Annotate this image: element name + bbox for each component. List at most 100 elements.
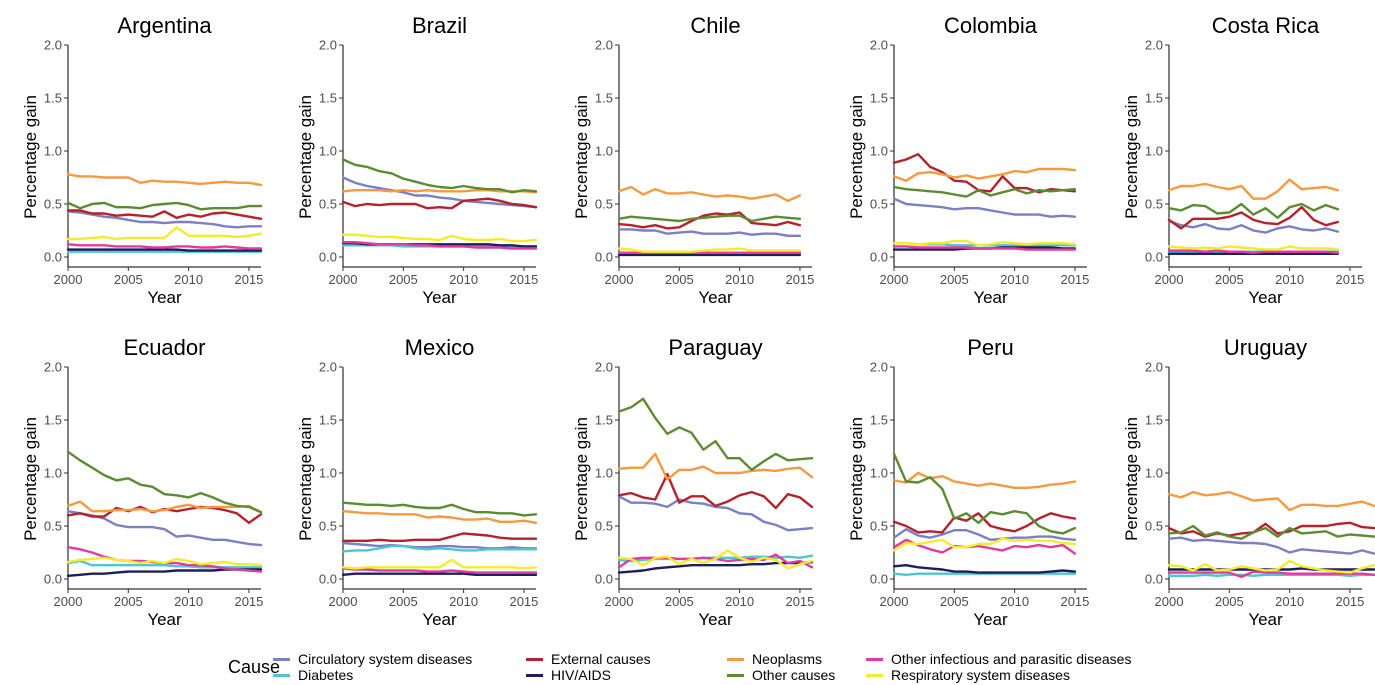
x-tick-label: 2000: [329, 594, 358, 609]
series-line-external-causes: [66, 209, 263, 221]
series-line-hiv-aids: [341, 572, 538, 576]
legend-swatch: [727, 657, 744, 661]
legend-label: Respiratory system diseases: [891, 667, 1070, 683]
x-axis-label: Year: [698, 610, 733, 629]
x-tick-label: 2000: [54, 594, 83, 609]
y-tick-label: 1.0: [319, 144, 337, 159]
y-tick-label: 0.5: [870, 197, 888, 212]
panel-title: Ecuador: [124, 335, 206, 360]
y-tick-label: 0.0: [44, 572, 62, 587]
y-tick-label: 1.0: [595, 466, 613, 481]
y-tick-label: 1.5: [1145, 91, 1163, 106]
x-tick-label: 2010: [1000, 594, 1029, 609]
panel-title: Peru: [967, 335, 1013, 360]
series-line-neoplasms: [892, 471, 1077, 489]
y-tick-label: 1.5: [319, 413, 337, 428]
legend-item-circulatory-system-diseases: Circulatory system diseases: [273, 651, 472, 667]
series-line-circulatory-system-diseases: [617, 228, 802, 238]
series-line-other-causes: [617, 397, 814, 471]
x-tick-label: 2005: [940, 272, 969, 287]
y-tick-label: 1.5: [870, 413, 888, 428]
panel-brazil: Brazil 0.0 0.5 1.0 1.5 2.0 2000 2005 2010 2015 Yea…: [296, 13, 538, 307]
x-tick-label: 2000: [605, 272, 634, 287]
y-tick-label: 1.5: [870, 91, 888, 106]
series-line-neoplasms: [66, 500, 263, 514]
series-line-external-causes: [1167, 521, 1375, 538]
series-line-external-causes: [341, 532, 538, 542]
series-line-other-infectious-and-parasitic-diseases: [66, 243, 263, 250]
y-tick-label: 0.5: [595, 197, 613, 212]
series-line-neoplasms: [617, 185, 802, 203]
series-line-respiratory-system-diseases: [617, 549, 814, 570]
y-axis-label: Percentage gain: [572, 95, 591, 219]
series-line-neoplasms: [1167, 490, 1375, 512]
series-line-other-infectious-and-parasitic-diseases: [1167, 570, 1375, 579]
series-line-other-causes: [617, 214, 802, 223]
x-tick-label: 2000: [329, 272, 358, 287]
legend-label: Circulatory system diseases: [298, 651, 473, 667]
y-tick-label: 0.5: [595, 519, 613, 534]
series-line-respiratory-system-diseases: [341, 558, 538, 570]
y-tick-label: 0.5: [44, 519, 62, 534]
series-line-circulatory-system-diseases: [892, 197, 1077, 218]
legend-swatch: [866, 657, 883, 661]
series-line-external-causes: [617, 211, 802, 230]
series-line-other-causes: [341, 158, 538, 194]
x-axis-label: Year: [422, 288, 457, 307]
x-tick-label: 2000: [54, 272, 83, 287]
x-tick-label: 2005: [1215, 272, 1244, 287]
x-tick-label: 2005: [389, 272, 418, 287]
y-tick-label: 0.5: [1145, 519, 1163, 534]
y-tick-label: 2.0: [319, 38, 337, 53]
series-line-neoplasms: [341, 510, 538, 524]
legend-item-external-causes: External causes: [526, 651, 651, 667]
x-axis-label: Year: [422, 610, 457, 629]
series-line-other-infectious-and-parasitic-diseases: [892, 245, 1077, 251]
series-line-respiratory-system-diseases: [66, 556, 263, 567]
y-tick-label: 2.0: [44, 360, 62, 375]
x-tick-label: 2010: [725, 594, 754, 609]
y-tick-label: 0.0: [1145, 250, 1163, 265]
y-tick-label: 1.0: [1145, 466, 1163, 481]
x-tick-label: 2010: [174, 594, 203, 609]
x-tick-label: 2005: [1215, 594, 1244, 609]
x-tick-label: 2005: [114, 272, 143, 287]
series-line-respiratory-system-diseases: [1167, 245, 1340, 251]
x-tick-label: 2010: [174, 272, 203, 287]
panel-colombia: Colombia 0.0 0.5 1.0 1.5 2.0 2000 2005 2010 2015 Y…: [847, 13, 1089, 307]
y-tick-label: 2.0: [870, 360, 888, 375]
y-tick-label: 2.0: [44, 38, 62, 53]
x-tick-label: 2015: [234, 594, 263, 609]
y-tick-label: 2.0: [595, 38, 613, 53]
x-tick-label: 2010: [449, 594, 478, 609]
series-line-other-causes: [341, 501, 538, 517]
panel-title: Paraguay: [668, 335, 762, 360]
y-tick-label: 1.0: [870, 144, 888, 159]
y-tick-label: 1.5: [1145, 413, 1163, 428]
panel-costa-rica: Costa Rica 0.0 0.5 1.0 1.5 2.0 2000 2005 2010 201…: [1122, 13, 1364, 307]
panel-chile: Chile 0.0 0.5 1.0 1.5 2.0 2000 2005 2010 2015 Year…: [572, 13, 814, 307]
panel-title: Uruguay: [1224, 335, 1307, 360]
panel-peru: Peru 0.0 0.5 1.0 1.5 2.0 2000 2005 2010 2015 Year P…: [847, 335, 1089, 629]
y-tick-label: 1.0: [44, 144, 62, 159]
y-tick-label: 0.0: [595, 250, 613, 265]
y-tick-label: 1.5: [44, 413, 62, 428]
series-line-circulatory-system-diseases: [341, 541, 538, 550]
legend-item-other-infectious-and-parasitic-diseases: Other infectious and parasitic diseases: [866, 651, 1131, 667]
series-line-other-causes: [66, 450, 263, 514]
series-line-circulatory-system-diseases: [892, 528, 1077, 541]
y-axis-label: Percentage gain: [296, 417, 315, 541]
x-tick-label: 2005: [665, 594, 694, 609]
panel-title: Chile: [690, 13, 740, 38]
y-tick-label: 1.0: [870, 466, 888, 481]
series-line-other-infectious-and-parasitic-diseases: [892, 538, 1077, 555]
y-axis-label: Percentage gain: [572, 417, 591, 541]
panel-mexico: Mexico 0.0 0.5 1.0 1.5 2.0 2000 2005 2010 2015 Yea…: [296, 335, 538, 629]
panel-title: Brazil: [412, 13, 467, 38]
series-line-respiratory-system-diseases: [341, 233, 538, 243]
legend-label: Neoplasms: [752, 651, 823, 667]
series-line-respiratory-system-diseases: [617, 247, 802, 253]
series-line-other-causes: [892, 452, 1077, 535]
x-tick-label: 2010: [1275, 272, 1304, 287]
y-tick-label: 0.5: [319, 519, 337, 534]
